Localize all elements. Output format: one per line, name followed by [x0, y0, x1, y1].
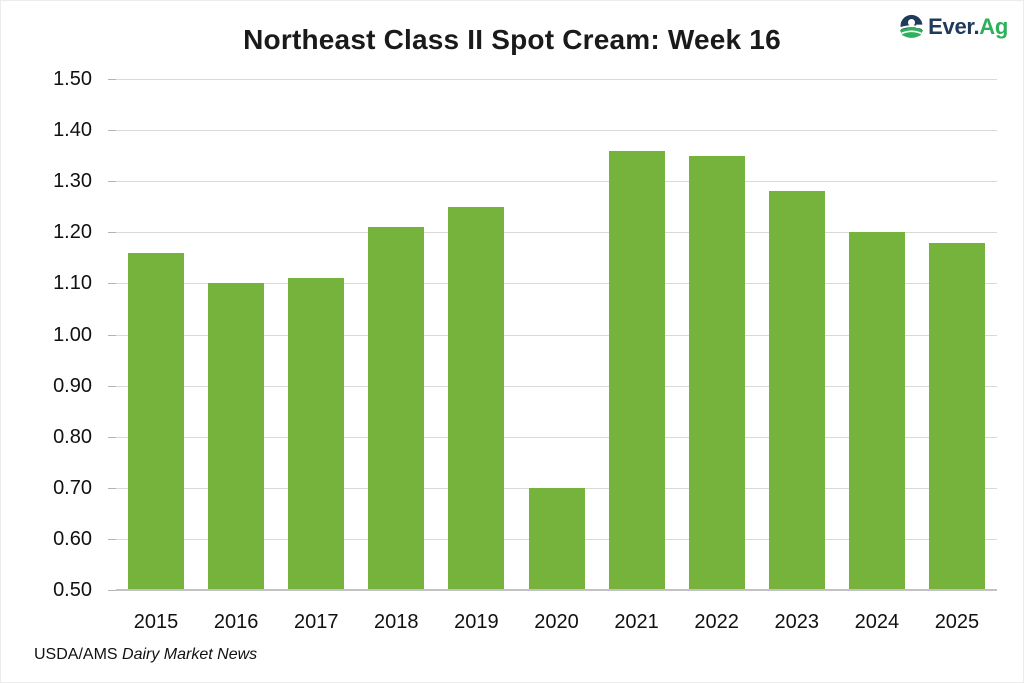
bar-2020 — [528, 487, 585, 589]
y-axis-label: 1.00 — [53, 323, 92, 346]
y-axis-label: 1.10 — [53, 272, 92, 295]
y-axis-tick — [108, 181, 116, 183]
x-axis-label: 2019 — [454, 611, 499, 633]
source-publication: Dairy Market News — [122, 646, 258, 663]
y-axis-tick — [108, 283, 116, 285]
bar-2015 — [128, 252, 185, 589]
logo-text-ever: Ever. — [928, 13, 980, 39]
x-axis-line — [116, 589, 997, 591]
y-axis-tick — [108, 79, 116, 80]
y-gridline — [116, 385, 997, 387]
y-axis-label: 1.40 — [53, 119, 92, 142]
y-gridline — [116, 79, 997, 80]
y-axis-tick — [108, 487, 116, 489]
y-axis-label: 0.70 — [53, 476, 92, 499]
y-gridline — [116, 232, 997, 234]
y-gridline — [116, 130, 997, 132]
source-prefix: USDA/AMS — [34, 646, 123, 663]
ever-ag-logo: Ever.Ag — [898, 13, 1008, 40]
chart-title: Northeast Class II Spot Cream: Week 16 — [243, 24, 781, 55]
y-axis-label: 1.20 — [53, 221, 92, 244]
x-axis-label: 2016 — [213, 611, 259, 633]
y-axis-tick — [108, 436, 116, 438]
y-axis-label: 1.50 — [53, 68, 92, 90]
y-axis-tick — [108, 232, 116, 234]
y-axis-tick — [108, 385, 116, 387]
y-axis-tick — [108, 334, 116, 336]
y-gridline — [116, 283, 997, 285]
y-gridline — [116, 436, 997, 438]
y-axis-label: 1.30 — [53, 170, 92, 193]
y-axis-tick — [108, 130, 116, 132]
bar-2024 — [848, 232, 905, 589]
y-axis-tick — [108, 538, 116, 540]
x-axis-label: 2018 — [374, 611, 419, 633]
source-attribution: USDA/AMS Dairy Market News — [34, 646, 257, 664]
bar-2018 — [368, 227, 425, 589]
bar-2019 — [448, 206, 505, 589]
logo-wordmark: Ever.Ag — [928, 14, 1008, 40]
y-axis-tick — [108, 590, 116, 591]
logo-text-ag: Ag — [979, 13, 1008, 39]
bar-2025 — [928, 242, 985, 589]
bar-2022 — [688, 155, 745, 589]
y-axis-label: 0.80 — [53, 425, 92, 448]
x-axis-label: 2015 — [133, 611, 179, 633]
x-axis-label: 2023 — [774, 611, 820, 633]
y-gridline — [116, 181, 997, 183]
ever-ag-globe-e-icon — [898, 13, 926, 40]
x-axis-label: 2017 — [293, 611, 339, 633]
x-axis-label: 2022 — [694, 611, 739, 633]
bar-2021 — [608, 150, 665, 589]
x-axis-label: 2020 — [534, 611, 579, 633]
bar-2017 — [288, 278, 345, 589]
y-axis-label: 0.90 — [53, 374, 92, 397]
y-gridline — [116, 334, 997, 336]
bar-2016 — [208, 283, 265, 589]
y-axis-label: 0.60 — [53, 527, 92, 550]
x-axis-label: 2021 — [614, 611, 659, 633]
x-axis-label: 2025 — [934, 611, 980, 633]
x-axis-label: 2024 — [854, 611, 900, 633]
y-axis-label: 0.50 — [53, 579, 92, 601]
bar-2023 — [768, 191, 825, 589]
